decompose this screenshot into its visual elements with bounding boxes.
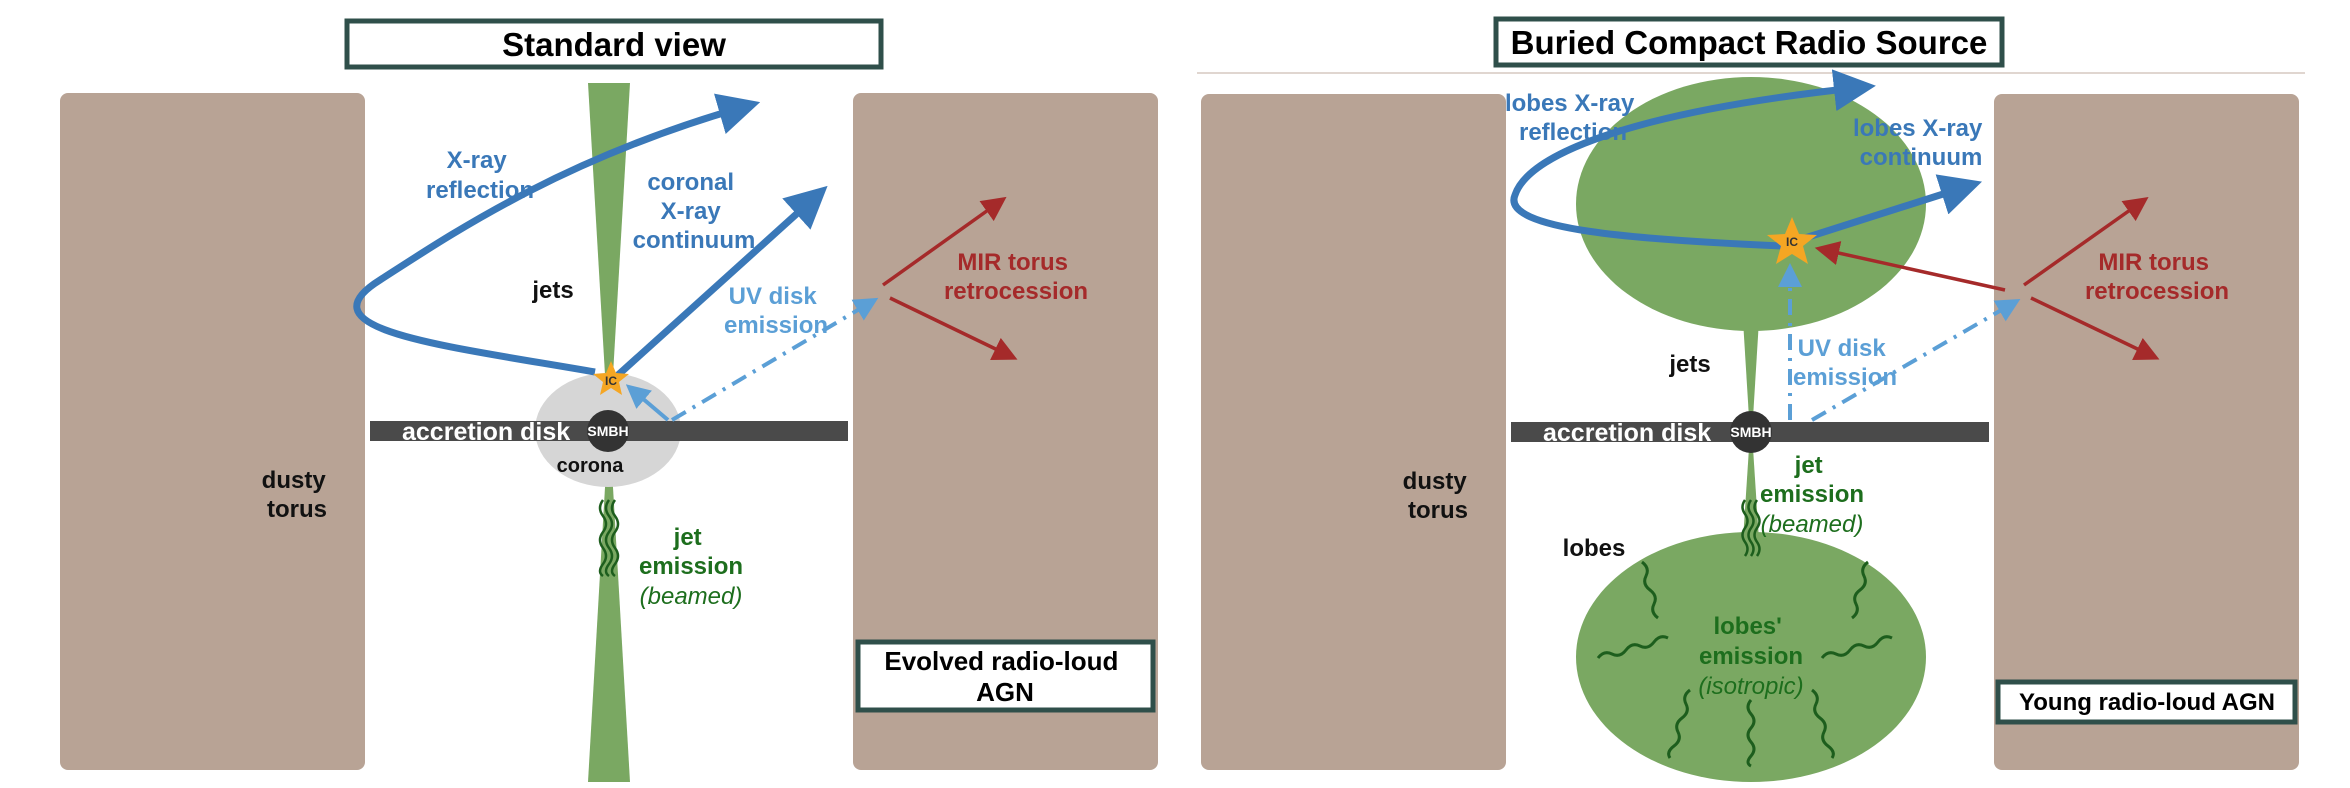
- right-title: Buried Compact Radio Source: [1511, 24, 1988, 61]
- left-title: Standard view: [502, 26, 726, 63]
- right-lobes-reflection-label: lobes X-ray reflection: [1505, 90, 1641, 146]
- right-isotropic-label: (isotropic): [1698, 673, 1803, 700]
- right-accretion-disk-label: accretion disk: [1543, 419, 1711, 447]
- left-jet-emission-label: jet emission: [639, 524, 743, 580]
- left-mir-arrow-down: [889, 296, 1018, 360]
- left-ic-star: [593, 361, 629, 395]
- right-lobes-continuum-label: lobes X-ray continuum: [1853, 115, 1989, 171]
- left-xray-reflection-label: X-ray reflection: [426, 147, 534, 204]
- left-torus-right: [853, 93, 1158, 770]
- left-coronal-continuum-arrow: [615, 185, 828, 378]
- left-uv-disk-label: UV disk emission: [724, 283, 828, 339]
- left-xray-reflection-arrow: [353, 93, 761, 376]
- left-accretion-disk-label: accretion disk: [402, 418, 570, 446]
- right-lobes-label: lobes: [1563, 535, 1626, 562]
- left-torus-left: [60, 93, 365, 770]
- right-ic-star: [1767, 217, 1817, 264]
- right-jet-wiggles: [1741, 499, 1761, 557]
- left-dusty-torus-label: dusty torus: [262, 467, 333, 523]
- right-smbh-label: SMBH: [1730, 424, 1771, 440]
- right-jet-emission-label: jet emission: [1760, 452, 1864, 508]
- right-lobes-reflection-arrow: [1510, 69, 1876, 250]
- right-jets-label: jets: [1668, 351, 1710, 378]
- right-uv-to-torus-arrow: [1810, 298, 2021, 422]
- right-ic-label: IC: [1786, 235, 1798, 249]
- left-jet-wiggles: [598, 499, 620, 578]
- left-jet-top: [588, 83, 630, 392]
- right-lobe-squiggles: [1596, 560, 1893, 768]
- right-panel: Buried Compact Radio Source accretion di…: [1201, 16, 2299, 782]
- right-upper-lobe: [1576, 77, 1926, 331]
- right-uv-disk-label: UV disk emission: [1793, 335, 1897, 391]
- right-mir-to-ic-arrow: [1814, 241, 2006, 292]
- right-torus-left: [1201, 94, 1506, 770]
- right-smbh: [1730, 411, 1772, 453]
- left-mir-torus-label: MIR torus retrocession: [944, 249, 1088, 305]
- right-beamed-label: (beamed): [1761, 511, 1864, 538]
- left-title-box: [344, 18, 884, 70]
- right-class-box-label: Young radio-loud AGN: [2019, 689, 2275, 716]
- left-beamed-label: (beamed): [640, 583, 743, 610]
- right-mir-arrow-up: [2022, 196, 2149, 287]
- left-class-box: [855, 639, 1156, 713]
- right-lower-lobe: [1576, 532, 1926, 782]
- right-dusty-torus-label: dusty torus: [1403, 468, 1474, 524]
- left-jet-bottom: [588, 470, 630, 782]
- right-mir-arrow-down: [2030, 296, 2160, 361]
- right-class-box: [1995, 679, 2298, 725]
- left-coronal-continuum-label: coronal X-ray continuum: [633, 169, 756, 254]
- left-smbh: [587, 410, 629, 452]
- right-lobes-emission-label: lobes' emission: [1699, 613, 1803, 670]
- left-class-box-label: Evolved radio-loud AGN: [884, 646, 1125, 707]
- left-ic-label: IC: [605, 374, 617, 388]
- right-torus-right: [1994, 94, 2299, 770]
- left-smbh-label: SMBH: [587, 423, 628, 439]
- left-uv-to-torus-arrow: [670, 297, 879, 422]
- left-corona-label: corona: [557, 455, 625, 477]
- left-jets-label: jets: [531, 277, 573, 304]
- left-uv-to-corona-arrow: [625, 384, 670, 422]
- right-mir-torus-label: MIR torus retrocession: [2085, 249, 2229, 305]
- right-title-box: [1493, 16, 2005, 68]
- right-lobes-continuum-arrow: [1803, 174, 1983, 242]
- left-mir-arrow-up: [881, 196, 1007, 287]
- right-jet-top: [1743, 320, 1759, 418]
- left-panel: Standard view accretion disk SMBH corona…: [60, 18, 1158, 782]
